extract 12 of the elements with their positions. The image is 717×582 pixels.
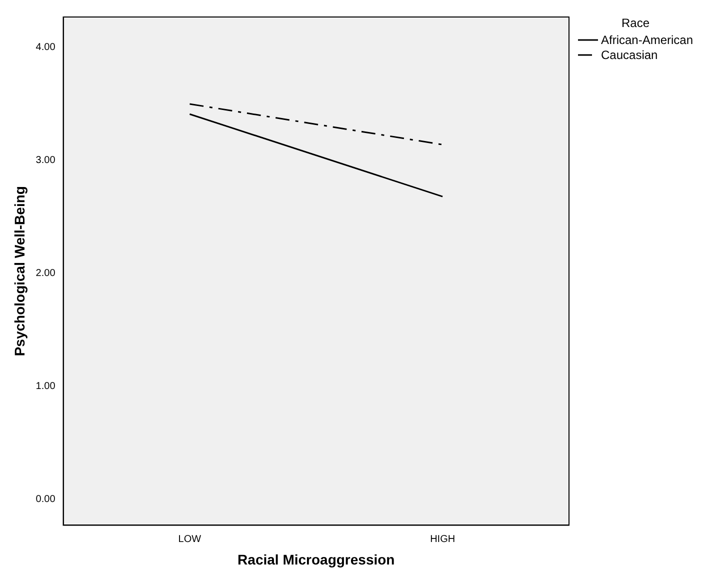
x-tick-label: LOW [178,534,202,545]
x-tick-label: HIGH [430,534,456,545]
y-tick-label: 1.00 [36,381,56,392]
legend-label: Caucasian [601,48,658,62]
y-axis-title: Psychological Well-Being [11,186,28,356]
x-axis-title: Racial Microaggression [238,551,395,568]
y-tick-label: 4.00 [36,42,56,54]
legend-label: African-American [601,32,694,46]
y-tick-label: 3.00 [36,155,56,166]
y-tick-label: 0.00 [36,494,56,505]
legend-title: Race [620,16,651,30]
y-tick-label: 2.00 [36,268,56,280]
